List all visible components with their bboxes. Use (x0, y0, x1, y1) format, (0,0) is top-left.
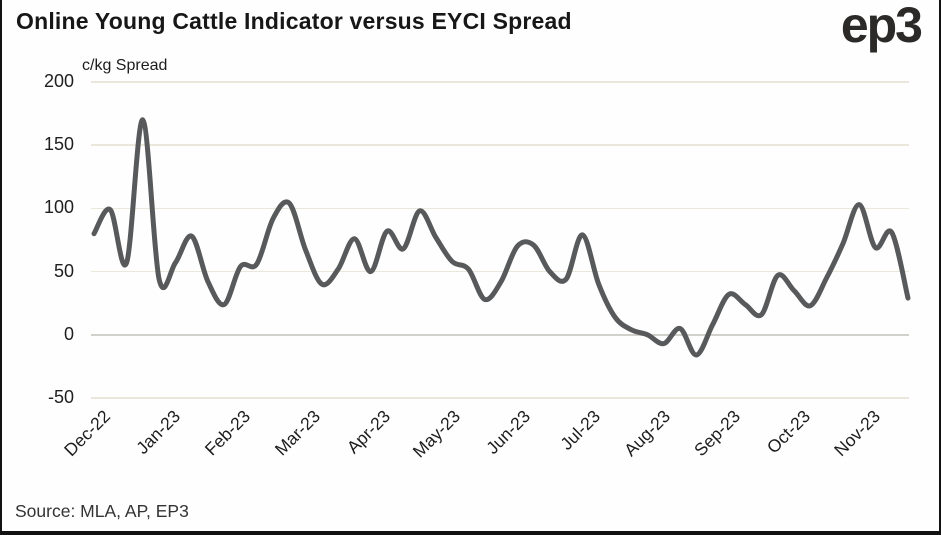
x-tick-label-oct-23: Oct-23 (762, 406, 815, 458)
x-tick-label-apr-23: Apr-23 (342, 406, 395, 458)
x-tick-label-jan-23: Jan-23 (132, 406, 185, 458)
y-tick-label: 200 (43, 71, 74, 91)
y-tick-label: 0 (63, 323, 74, 344)
gridline-50 (91, 270, 909, 273)
ep3-logo: ep3 (840, 0, 923, 53)
x-tick-label-mar-23: Mar-23 (270, 406, 325, 460)
gridline--50 (91, 397, 909, 399)
y-tick-label: 100 (43, 197, 74, 218)
source-note: Source: MLA, AP, EP3 (15, 501, 189, 521)
gridline-200 (91, 81, 909, 83)
gridline-150 (91, 144, 909, 146)
plot-area (91, 81, 911, 399)
y-tick-label: -50 (47, 387, 74, 407)
y-tick-label: 50 (53, 260, 74, 281)
x-tick-label-sep-23: Sep-23 (690, 406, 745, 461)
spread-line-chart (91, 117, 911, 358)
spread-line-path (91, 117, 911, 358)
x-tick-label-nov-23: Nov-23 (830, 406, 885, 461)
chart-title: Online Young Cattle Indicator versus EYC… (16, 8, 572, 34)
x-tick-label-feb-23: Feb-23 (200, 406, 255, 460)
gridline-0 (91, 334, 909, 336)
x-tick-label-aug-23: Aug-23 (620, 406, 675, 461)
y-tick-label: 150 (43, 134, 74, 155)
x-tick-label-jul-23: Jul-23 (556, 406, 605, 454)
gridline-100 (91, 207, 909, 210)
x-tick-label-dec-22: Dec-22 (60, 406, 115, 461)
x-tick-label-may-23: May-23 (408, 406, 465, 462)
y-axis-unit-label: c/kg Spread (82, 57, 168, 74)
x-tick-label-jun-23: Jun-23 (482, 406, 535, 458)
